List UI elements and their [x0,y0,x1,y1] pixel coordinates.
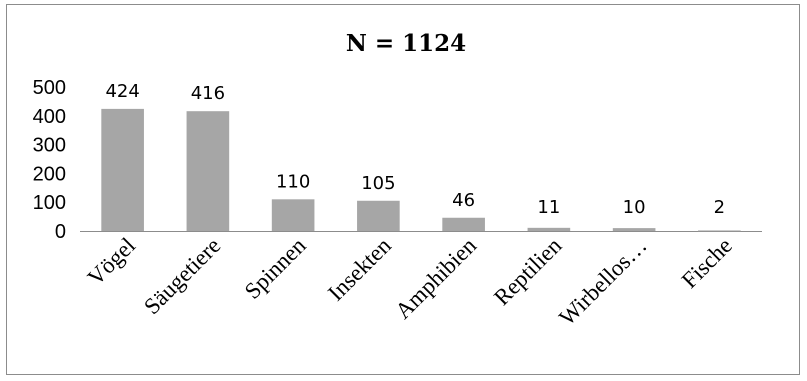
bar-series [101,108,741,232]
bar [442,217,485,231]
data-label: 110 [276,171,310,192]
y-tick-label: 0 [55,221,66,243]
y-tick-label: 400 [33,106,66,128]
x-tick-label: Spinnen [240,233,311,304]
x-tick-label: Amphibien [390,233,481,324]
x-tick-label: Fische [677,233,737,293]
data-label: 424 [105,81,139,102]
bar [698,230,741,232]
data-label: 10 [623,197,646,218]
y-tick-label: 500 [33,77,66,99]
x-tick-label: Wirbellos… [554,233,651,330]
x-tick-label: Säugetiere [139,233,225,319]
x-tick-label: Vögel [83,233,140,290]
data-label: 46 [452,190,475,211]
y-tick-label: 100 [33,192,66,214]
chart-title: N = 1124 [346,30,466,57]
data-label: 11 [537,197,560,218]
data-label: 105 [361,173,395,194]
bar [357,200,400,231]
y-tick-label: 300 [33,135,66,157]
bar [271,199,315,231]
bar [612,228,656,231]
data-labels: 424 416 110 105 46 11 10 2 [105,81,725,218]
bar [527,227,571,231]
y-axis: 0 100 200 300 400 500 [33,77,66,243]
x-tick-label: Reptilien [489,233,567,311]
y-tick-label: 200 [33,163,66,185]
bar [101,108,144,231]
data-label: 2 [714,197,725,218]
data-label: 416 [191,83,225,104]
x-tick-label: Insekten [323,233,396,306]
bar [186,111,230,231]
